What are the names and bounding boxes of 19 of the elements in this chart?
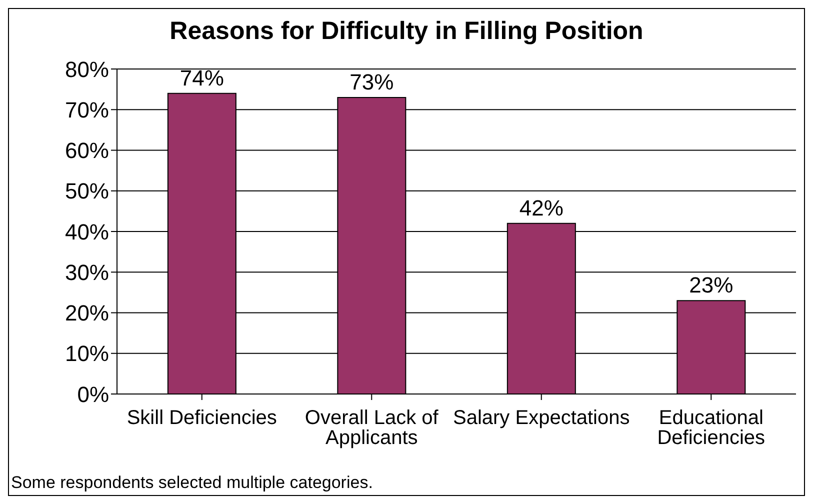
data-label: 42% <box>519 195 564 220</box>
data-label: 74% <box>180 65 224 90</box>
y-tick-label: 60% <box>64 138 109 164</box>
y-tick-label: 80% <box>64 56 109 82</box>
x-tick-label: Skill Deficiencies <box>126 407 277 430</box>
y-tick-label: 70% <box>64 97 109 122</box>
data-label: 73% <box>350 69 394 94</box>
y-tick-label: 30% <box>64 260 109 285</box>
data-label: 23% <box>689 272 734 298</box>
text: Some respondents selected multiple categories. <box>11 473 373 493</box>
y-tick-label: 50% <box>64 178 109 204</box>
chart-title: Reasons for Difficulty in Filling Position <box>168 17 644 46</box>
y-tick-label: 0% <box>77 382 109 407</box>
y-tick-label: 10% <box>64 341 109 366</box>
x-tick-label: Educational Deficiencies <box>657 407 766 450</box>
x-tick-label: Overall Lack of Applicants <box>304 407 439 450</box>
y-tick-label: 40% <box>64 219 109 244</box>
y-tick-label: 20% <box>64 300 109 326</box>
x-tick-label: Salary Expectations <box>452 407 630 430</box>
